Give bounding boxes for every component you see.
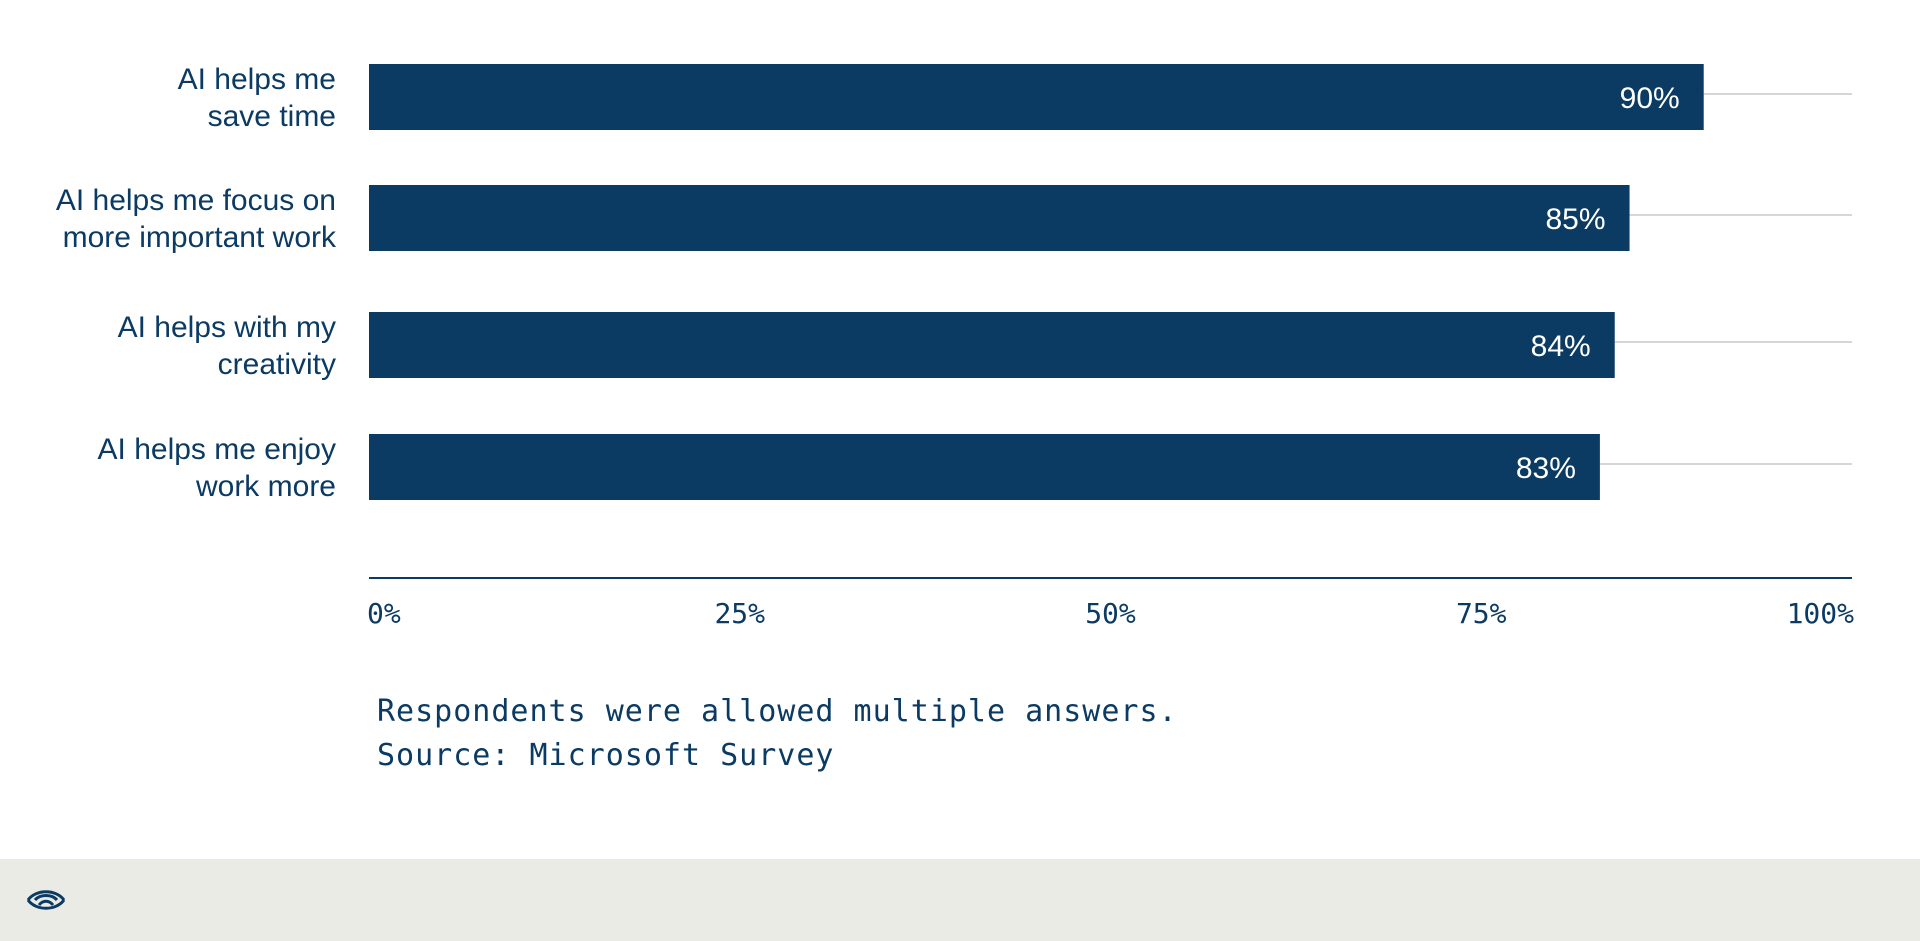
note-multiple-answers: Respondents were allowed multiple answer… <box>377 694 1178 729</box>
bar <box>369 434 1600 500</box>
category-label: AI helps me save time <box>178 63 336 133</box>
bar-value-label: 85% <box>1546 203 1606 236</box>
category-label-line: AI helps with my <box>118 311 336 344</box>
x-tick-label: 25% <box>714 597 765 630</box>
category-label: AI helps me focus on more important work <box>56 184 337 254</box>
category-label-line: work more <box>195 470 336 503</box>
bar <box>369 64 1704 130</box>
bar-value-label: 90% <box>1620 82 1680 115</box>
category-label-line: save time <box>208 100 336 133</box>
category-label: AI helps me enjoy work more <box>98 433 336 503</box>
x-tick-label: 75% <box>1456 597 1507 630</box>
category-label-line: creativity <box>218 348 336 381</box>
footer-bar <box>0 859 1920 941</box>
bar-chart: 90% AI helps me save time 85% AI helps me fo… <box>56 63 1855 630</box>
x-tick-label: 50% <box>1085 597 1136 630</box>
chart-notes: Respondents were allowed multiple answer… <box>377 690 1178 778</box>
category-label-line: AI helps me enjoy <box>98 433 336 466</box>
bar <box>369 185 1630 251</box>
bar-value-label: 84% <box>1531 330 1591 363</box>
category-label: AI helps with my creativity <box>118 311 336 381</box>
note-source: Source: Microsoft Survey <box>377 738 835 773</box>
bar <box>369 312 1615 378</box>
category-label-line: more important work <box>63 221 337 254</box>
x-tick-label: 100% <box>1787 597 1855 630</box>
eye-logo-icon <box>26 890 66 910</box>
category-label-line: AI helps me <box>178 63 336 96</box>
x-tick-label: 0% <box>367 597 401 630</box>
category-label-line: AI helps me focus on <box>56 184 336 217</box>
bar-value-label: 83% <box>1516 452 1576 485</box>
